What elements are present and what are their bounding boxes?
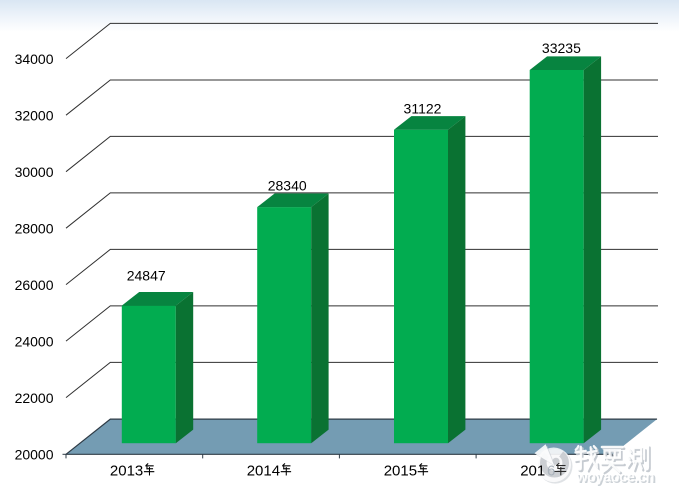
svg-text:26000: 26000 (15, 277, 54, 293)
svg-text:28340: 28340 (268, 177, 307, 193)
svg-text:24847: 24847 (127, 267, 166, 283)
svg-text:32000: 32000 (15, 107, 54, 123)
svg-text:6: 6 (547, 462, 555, 479)
svg-text:24000: 24000 (15, 333, 54, 349)
svg-text:2015: 2015 (384, 462, 417, 479)
svg-text:28000: 28000 (15, 220, 54, 236)
svg-text:33235: 33235 (542, 40, 581, 56)
svg-text:30000: 30000 (15, 164, 54, 180)
svg-text:woyaoce.cn: woyaoce.cn (575, 469, 654, 485)
svg-text:201: 201 (520, 462, 545, 479)
svg-text:22000: 22000 (15, 390, 54, 406)
svg-text:2013: 2013 (110, 462, 143, 479)
svg-text:2014: 2014 (247, 462, 280, 479)
svg-text:31122: 31122 (404, 101, 442, 117)
svg-text:20000: 20000 (15, 446, 54, 462)
svg-text:woyaoce.cn: woyaoce.cn (577, 471, 656, 487)
svg-text:34000: 34000 (15, 51, 54, 67)
